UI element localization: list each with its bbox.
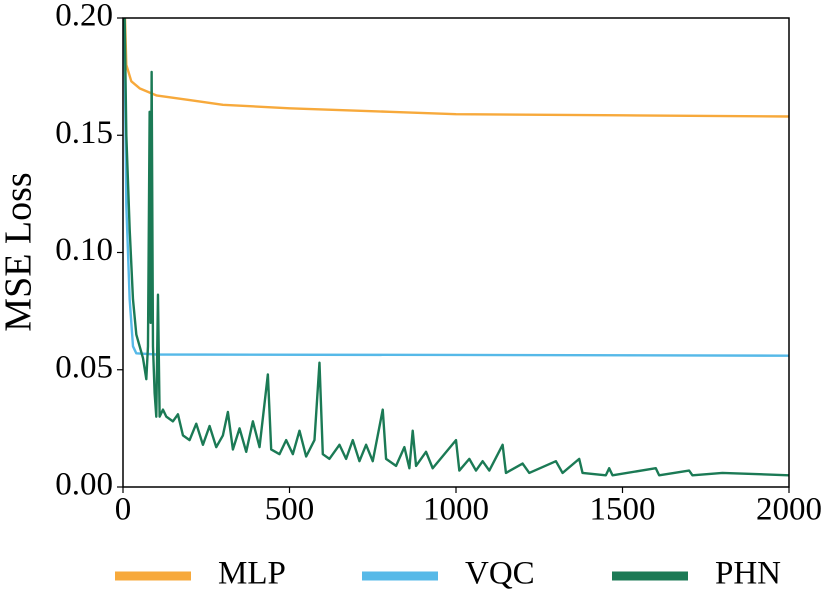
x-tick-label: 1500: [590, 492, 656, 528]
y-tick-label: 0.20: [55, 0, 113, 34]
series-line: [123, 18, 789, 357]
x-tick-label: 1000: [423, 492, 489, 528]
legend-label: VQC: [465, 556, 535, 592]
legend-label: MLP: [218, 556, 286, 592]
x-tick-label: 2000: [756, 492, 822, 528]
y-axis-label: MSE Loss: [0, 172, 40, 331]
plot-area: [123, 18, 789, 477]
plot-frame: [122, 17, 790, 488]
series-line: [123, 18, 789, 477]
y-tick-label: 0.00: [55, 467, 113, 503]
y-tick-label: 0.05: [55, 349, 113, 385]
x-tick-label: 0: [115, 492, 132, 528]
legend-label: PHN: [715, 556, 781, 592]
y-tick-label: 0.15: [55, 115, 113, 151]
x-tick-label: 500: [265, 492, 315, 528]
series-line: [123, 18, 789, 118]
y-tick-label: 0.10: [55, 232, 113, 268]
